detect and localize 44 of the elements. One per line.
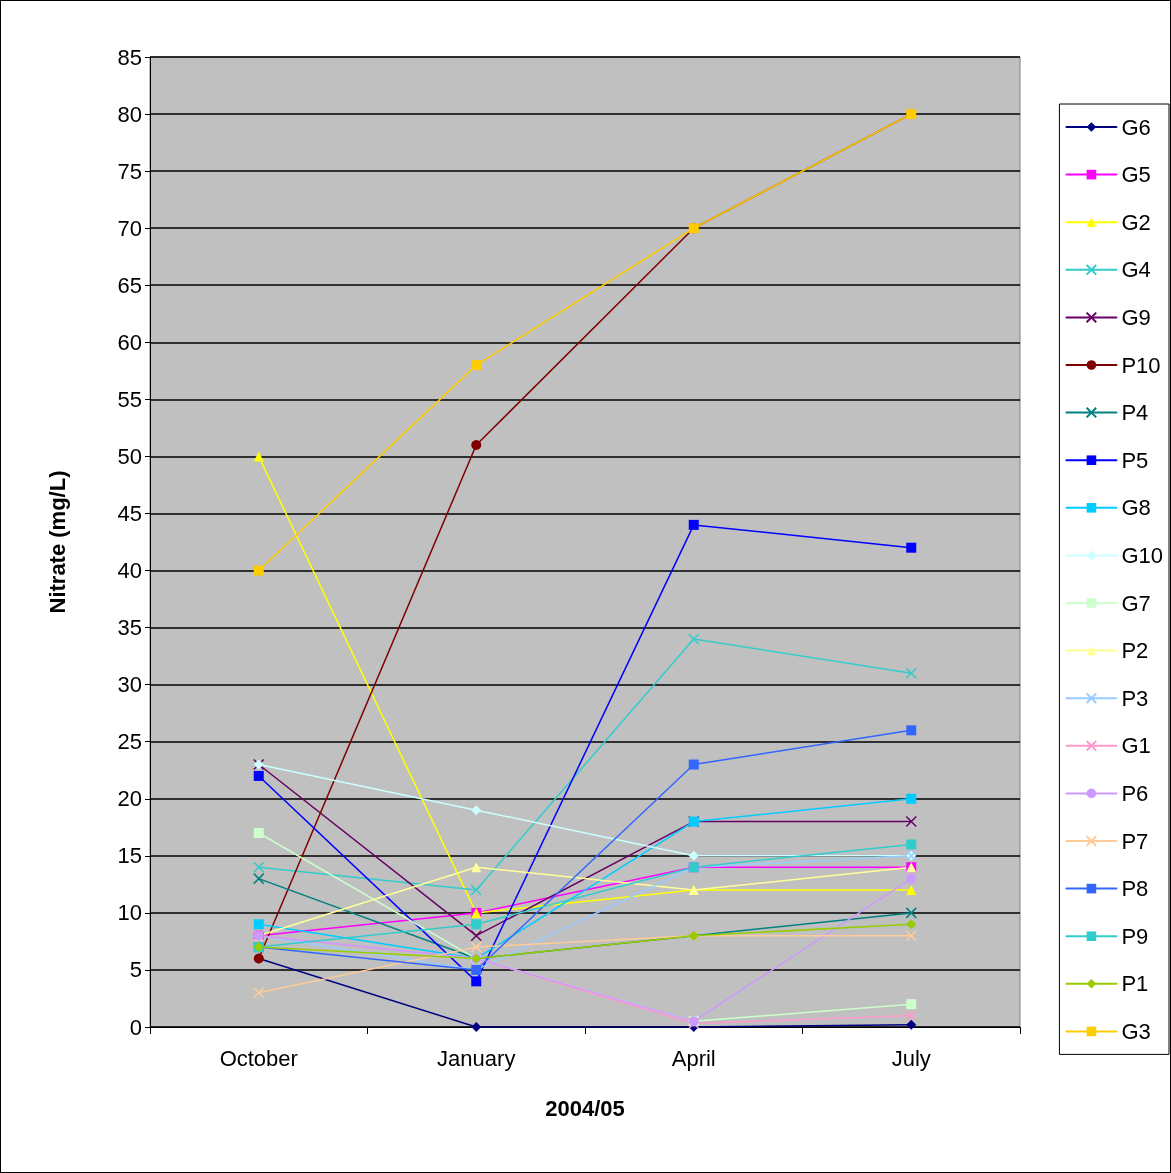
legend-label: G8 [1121,495,1151,521]
y-tick-label: 45 [117,500,142,526]
legend-label: P7 [1121,828,1149,854]
legend-label: G4 [1121,257,1151,283]
legend-label: P10 [1121,352,1161,378]
x-tick-label: April [671,1045,716,1071]
y-tick-label: 40 [117,558,142,584]
x-tick-label: October [219,1045,298,1071]
y-tick-label: 65 [117,272,142,298]
x-tick-label: January [437,1045,516,1071]
y-tick-label: 35 [117,615,142,641]
legend-label: G2 [1121,209,1151,235]
y-tick-label: 10 [117,900,142,926]
legend-label: P1 [1121,971,1149,997]
y-tick-label: 5 [129,957,142,983]
legend-label: G1 [1121,733,1151,759]
legend-label: P6 [1121,780,1149,806]
y-tick-label: 30 [117,672,142,698]
x-tick-label: July [891,1045,931,1071]
y-axis-title: Nitrate (mg/L) [44,470,70,614]
legend-label: G10 [1121,542,1164,568]
legend-label: P4 [1121,400,1149,426]
legend-label: G7 [1121,590,1151,616]
legend-label: P3 [1121,685,1149,711]
y-tick-label: 85 [117,44,142,70]
y-tick-label: 55 [117,386,142,412]
y-tick-label: 75 [117,158,142,184]
legend-label: G9 [1121,304,1151,330]
legend-label: G6 [1121,114,1151,140]
y-tick-label: 60 [117,329,142,355]
y-tick-label: 0 [129,1014,142,1040]
legend-label: G3 [1121,1018,1151,1044]
legend-label: G5 [1121,162,1151,188]
y-tick-label: 15 [117,843,142,869]
y-tick-label: 25 [117,729,142,755]
y-tick-label: 80 [117,101,142,127]
legend-label: P9 [1121,923,1149,949]
legend-label: P2 [1121,638,1149,664]
y-tick-label: 50 [117,443,142,469]
y-tick-label: 70 [117,215,142,241]
x-axis-title: 2004/05 [545,1095,625,1121]
legend-label: P5 [1121,447,1149,473]
legend-label: P8 [1121,876,1149,902]
y-tick-label: 20 [117,786,142,812]
